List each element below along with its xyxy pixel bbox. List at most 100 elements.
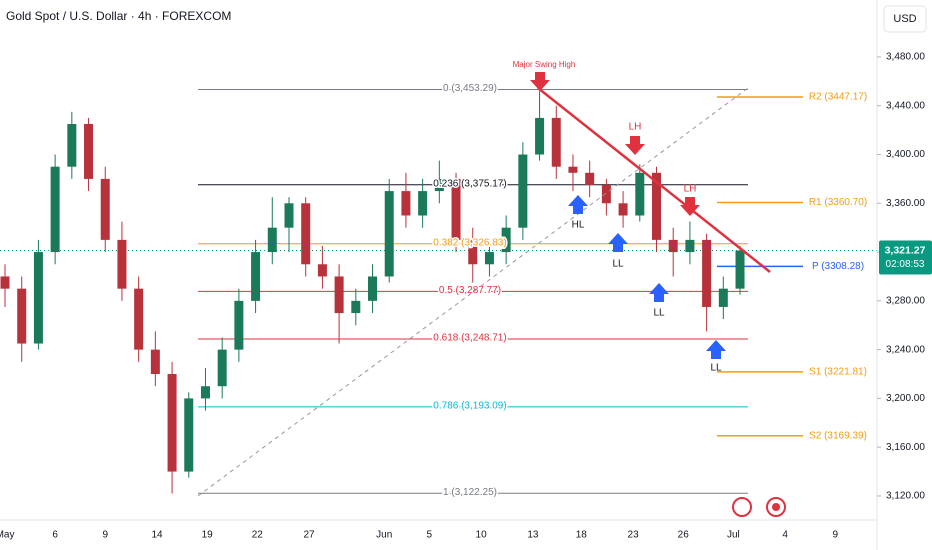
y-tick-label: 3,240.00: [886, 344, 925, 355]
fib-label: 0.786 (3,193.09): [433, 400, 506, 411]
currency: USD: [893, 13, 916, 25]
candle-body: [150, 349, 160, 375]
candle-body: [251, 252, 261, 301]
annotation: LH: [684, 184, 697, 195]
x-tick-label: Jun: [376, 530, 392, 541]
fib-label: 0.382 (3,326.83): [433, 237, 506, 248]
fib-label: 0 (3,453.29): [443, 83, 497, 94]
up-arrow: [608, 233, 628, 252]
event-icon-dot: [772, 503, 780, 511]
down-arrow: [530, 72, 550, 91]
candle-body: [718, 288, 728, 307]
candle-body: [0, 276, 10, 289]
candle-body: [551, 117, 561, 167]
x-tick-label: 26: [678, 530, 690, 541]
candle-body: [301, 203, 311, 265]
price-tag-label: 3,321.27: [885, 244, 926, 256]
x-tick-label: 9: [832, 530, 838, 541]
x-tick-label: 5: [427, 530, 433, 541]
x-tick-label: 22: [252, 530, 264, 541]
candle-body: [601, 185, 611, 204]
candle-body: [568, 166, 578, 173]
candle-body: [535, 117, 545, 155]
candle-body: [50, 166, 60, 253]
y-tick-label: 3,360.00: [886, 198, 925, 209]
x-tick-label: 23: [628, 530, 640, 541]
fib-label: 1 (3,122.25): [443, 487, 497, 498]
candle-body: [334, 276, 344, 314]
x-tick-label: 19: [202, 530, 214, 541]
candle-body: [401, 191, 411, 216]
price-tag: [879, 240, 932, 275]
x-tick-label: 4: [782, 530, 788, 541]
currency-button[interactable]: [883, 5, 927, 33]
candle-body: [468, 239, 478, 265]
candle-body: [418, 191, 428, 216]
down-arrow: [680, 197, 700, 216]
candle-body: [84, 124, 94, 179]
pivot-label: S1 (3221.81): [809, 366, 867, 377]
candle-body: [668, 239, 678, 253]
candle-body: [33, 252, 43, 344]
y-tick-label: 3,400.00: [886, 149, 925, 160]
x-tick-label: Jul: [727, 530, 740, 541]
plot-area: 0 (3,453.29) 0.236 (3,375.17) 0.382 (3,326…: [0, 82, 877, 499]
candle-body: [134, 288, 144, 350]
pivot-label: S2 (3169.39): [809, 430, 867, 441]
candle-body: [184, 398, 194, 472]
candle-body: [384, 191, 394, 277]
x-tick-label: 13: [527, 530, 539, 541]
candle-body: [17, 288, 27, 344]
down-arrow: [625, 136, 645, 155]
candle-body: [167, 374, 177, 472]
candle-body: [735, 250, 745, 289]
y-tick-label: 3,480.00: [886, 52, 925, 63]
candle-body: [117, 239, 127, 289]
resistance-trend-line: [537, 87, 771, 273]
pivot-label: R2 (3447.17): [809, 92, 867, 103]
fib-trend-line: [197, 87, 749, 497]
candle-body: [618, 203, 628, 216]
y-tick-label: 3,280.00: [886, 295, 925, 306]
x-tick-label: 9: [102, 530, 108, 541]
x-tick-label: 27: [303, 530, 315, 541]
candle-body: [585, 172, 595, 185]
candle-body: [368, 276, 378, 301]
candle-body: [451, 178, 461, 240]
x-tick-label: 6: [52, 530, 58, 541]
event-icon[interactable]: [732, 497, 752, 517]
candle-body: [351, 300, 361, 314]
candle-body: [518, 154, 528, 228]
candle-body: [501, 227, 511, 253]
y-tick-label: 3,440.00: [886, 100, 925, 111]
candle-body: [217, 349, 227, 387]
candle-body: [234, 300, 244, 350]
fib-label: 0.236 (3,375.17): [433, 178, 506, 189]
annotation: LH: [629, 122, 642, 133]
up-arrow: [706, 340, 726, 359]
candle-body: [651, 172, 661, 240]
candle-body: [702, 239, 712, 307]
up-arrow: [649, 283, 669, 302]
annotation: Major Swing High: [513, 60, 576, 69]
y-tick-label: 3,120.00: [886, 491, 925, 502]
y-tick-label: 3,200.00: [886, 393, 925, 404]
candle-body: [434, 178, 444, 192]
candle-body: [284, 203, 294, 228]
annotation: HL: [572, 220, 585, 231]
candle-body: [67, 124, 77, 167]
annotation: LL: [612, 259, 624, 270]
fib-label: 0.5 (3,287.77): [439, 285, 501, 296]
up-arrow: [568, 195, 588, 214]
y-tick-label: 3,160.00: [886, 442, 925, 453]
candle-body: [200, 386, 210, 399]
candle-body: [100, 178, 110, 240]
price-countdown: 02:08:53: [886, 259, 925, 270]
candle-body: [635, 172, 645, 216]
chart-title: Gold Spot / U.S. Dollar · 4h · FOREXCOM: [6, 9, 231, 23]
pivot-label: R1 (3360.70): [809, 197, 867, 208]
x-tick-label: 18: [576, 530, 588, 541]
annotation: LL: [653, 308, 665, 319]
